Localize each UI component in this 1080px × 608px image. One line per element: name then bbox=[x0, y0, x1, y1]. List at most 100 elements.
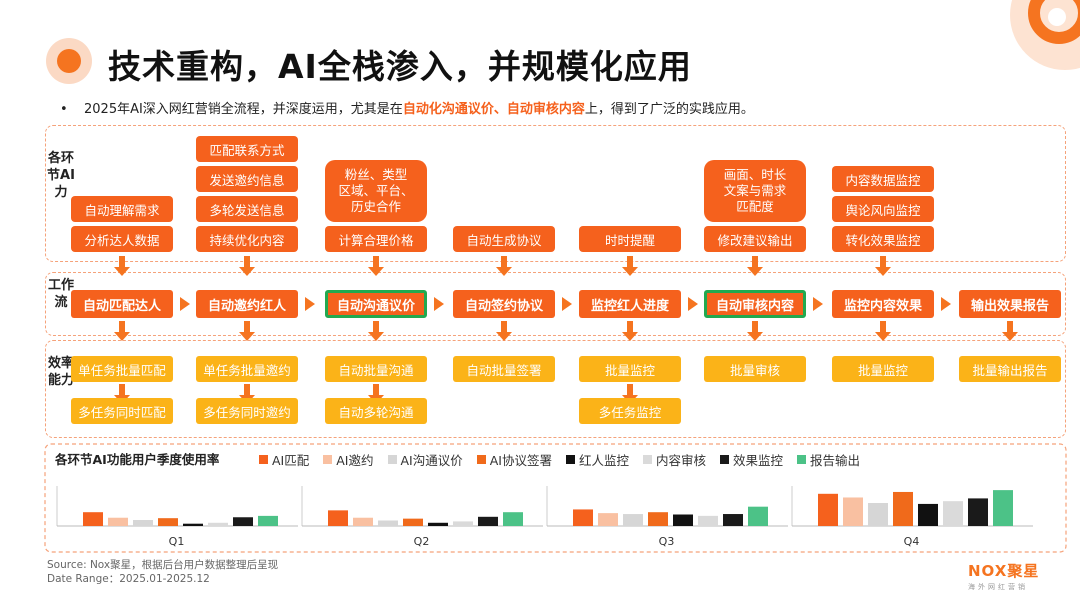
legend-label: AI协议签署 bbox=[489, 453, 552, 468]
bar bbox=[158, 518, 178, 526]
chart-legend: AI匹配 AI邀约 AI沟通议价 AI协议签署 红人监控 内容审核 效果监控 报告输出 bbox=[259, 450, 874, 469]
subtitle-prefix: 2025年AI深入网红营销全流程，并深度运用，尤其是在 bbox=[84, 102, 403, 117]
legend-item: 红人监控 bbox=[566, 450, 629, 469]
ai-box: 计算合理价格 bbox=[325, 226, 427, 252]
ai-box: 自动理解需求 bbox=[71, 196, 173, 222]
bar bbox=[623, 514, 643, 526]
flow-step: 自动签约协议 bbox=[453, 290, 555, 318]
ai-box: 匹配联系方式 bbox=[196, 136, 298, 162]
ai-box: 发送邀约信息 bbox=[196, 166, 298, 192]
page-title: 技术重构，AI全栈渗入，并规模化应用 bbox=[108, 47, 692, 86]
legend-item: AI沟通议价 bbox=[387, 450, 463, 469]
bar bbox=[673, 514, 693, 526]
flow-step: 监控内容效果 bbox=[832, 290, 934, 318]
ai-section: 各环节AI力 bbox=[45, 125, 1066, 262]
efficiency-box: 多任务同时邀约 bbox=[196, 398, 298, 424]
legend-label: 内容审核 bbox=[656, 453, 707, 468]
bar bbox=[328, 510, 348, 526]
flow-step: 输出效果报告 bbox=[959, 290, 1061, 318]
flow-section: 工作流 bbox=[45, 272, 1066, 336]
legend-swatch bbox=[259, 455, 268, 464]
arrow-right-icon bbox=[813, 297, 823, 311]
flow-step: 自动审核内容 bbox=[704, 290, 806, 318]
legend-item: AI协议签署 bbox=[476, 450, 552, 469]
arrow-right-icon bbox=[180, 297, 190, 311]
bar bbox=[108, 517, 128, 526]
legend-swatch bbox=[387, 455, 397, 464]
flow-step: 监控红人进度 bbox=[579, 290, 681, 318]
legend-swatch bbox=[643, 455, 653, 464]
legend-item: 效果监控 bbox=[720, 450, 783, 469]
bar bbox=[258, 515, 278, 526]
legend-label: 报告输出 bbox=[810, 453, 861, 468]
legend-swatch bbox=[720, 455, 730, 464]
logo-name: NOX聚星 bbox=[968, 562, 1040, 580]
bar bbox=[918, 503, 938, 526]
legend-swatch bbox=[476, 455, 486, 464]
ai-box: 修改建议输出 bbox=[704, 226, 806, 252]
efficiency-section-label: 效率能力 bbox=[47, 356, 74, 388]
bar bbox=[83, 512, 103, 526]
efficiency-box: 单任务批量匹配 bbox=[71, 356, 173, 382]
legend-swatch bbox=[797, 455, 807, 464]
efficiency-box: 自动多轮沟通 bbox=[325, 398, 427, 424]
bar bbox=[893, 491, 913, 526]
arrow-right-icon bbox=[305, 297, 315, 311]
source-text: Source: Nox聚星，根据后台用户数据整理后呈现 bbox=[47, 559, 279, 571]
subtitle-suffix: 上，得到了广泛的实践应用。 bbox=[584, 102, 754, 117]
x-tick-label: Q3 bbox=[659, 535, 675, 548]
bar bbox=[723, 514, 743, 526]
bar bbox=[993, 490, 1013, 526]
legend-label: AI沟通议价 bbox=[400, 453, 463, 468]
efficiency-box: 批量监控 bbox=[832, 356, 934, 382]
arrow-right-icon bbox=[688, 297, 698, 311]
legend-swatch bbox=[566, 455, 575, 464]
bar bbox=[868, 503, 888, 526]
ai-box: 内容数据监控 bbox=[832, 166, 934, 192]
ai-section-label: 各环节AI力 bbox=[47, 151, 75, 200]
efficiency-box: 单任务批量邀约 bbox=[196, 356, 298, 382]
ai-box: 粉丝、类型 区域、平台、 历史合作 bbox=[325, 160, 427, 222]
flow-step: 自动匹配达人 bbox=[71, 290, 173, 318]
bar bbox=[698, 515, 718, 526]
chart-title: 各环节AI功能用户季度使用率 bbox=[55, 452, 220, 467]
bar bbox=[453, 521, 473, 526]
ai-box: 转化效果监控 bbox=[832, 226, 934, 252]
x-tick-label: Q4 bbox=[904, 535, 920, 548]
efficiency-box: 自动批量沟通 bbox=[325, 356, 427, 382]
ai-box: 画面、时长 文案与需求 匹配度 bbox=[704, 160, 806, 222]
bar bbox=[378, 520, 398, 526]
efficiency-box: 批量审核 bbox=[704, 356, 806, 382]
subtitle-highlight: 自动化沟通议价、自动审核内容 bbox=[402, 102, 585, 117]
title-dot-icon bbox=[46, 38, 92, 84]
arrow-right-icon bbox=[941, 297, 951, 311]
flow-step: 自动沟通议价 bbox=[325, 290, 427, 318]
bullet: • bbox=[60, 102, 68, 117]
bar bbox=[183, 523, 203, 526]
bar bbox=[843, 497, 863, 526]
legend-item: 内容审核 bbox=[643, 450, 706, 469]
legend-label: 效果监控 bbox=[733, 453, 784, 468]
ai-box: 持续优化内容 bbox=[196, 226, 298, 252]
flow-step: 自动邀约红人 bbox=[196, 290, 298, 318]
ai-box: 时时提醒 bbox=[579, 226, 681, 252]
nox-logo: NOX聚星 海外网红营销 bbox=[968, 560, 1039, 592]
arrow-right-icon bbox=[434, 297, 444, 311]
legend-item: 报告输出 bbox=[797, 450, 860, 469]
ai-box: 分析达人数据 bbox=[71, 226, 173, 252]
ai-box: 舆论风向监控 bbox=[832, 196, 934, 222]
bar bbox=[428, 522, 448, 526]
legend-label: 红人监控 bbox=[579, 453, 630, 468]
corner-dot-decoration bbox=[1048, 8, 1066, 26]
bar bbox=[133, 520, 153, 526]
bar bbox=[818, 493, 838, 526]
bar bbox=[573, 509, 593, 526]
bar bbox=[943, 501, 963, 526]
legend-swatch bbox=[323, 455, 333, 464]
legend-label: AI邀约 bbox=[336, 453, 374, 468]
efficiency-box: 批量监控 bbox=[579, 356, 681, 382]
legend-label: AI匹配 bbox=[272, 453, 310, 468]
bar bbox=[353, 517, 373, 526]
efficiency-box: 自动批量签署 bbox=[453, 356, 555, 382]
efficiency-box: 多任务同时匹配 bbox=[71, 398, 173, 424]
